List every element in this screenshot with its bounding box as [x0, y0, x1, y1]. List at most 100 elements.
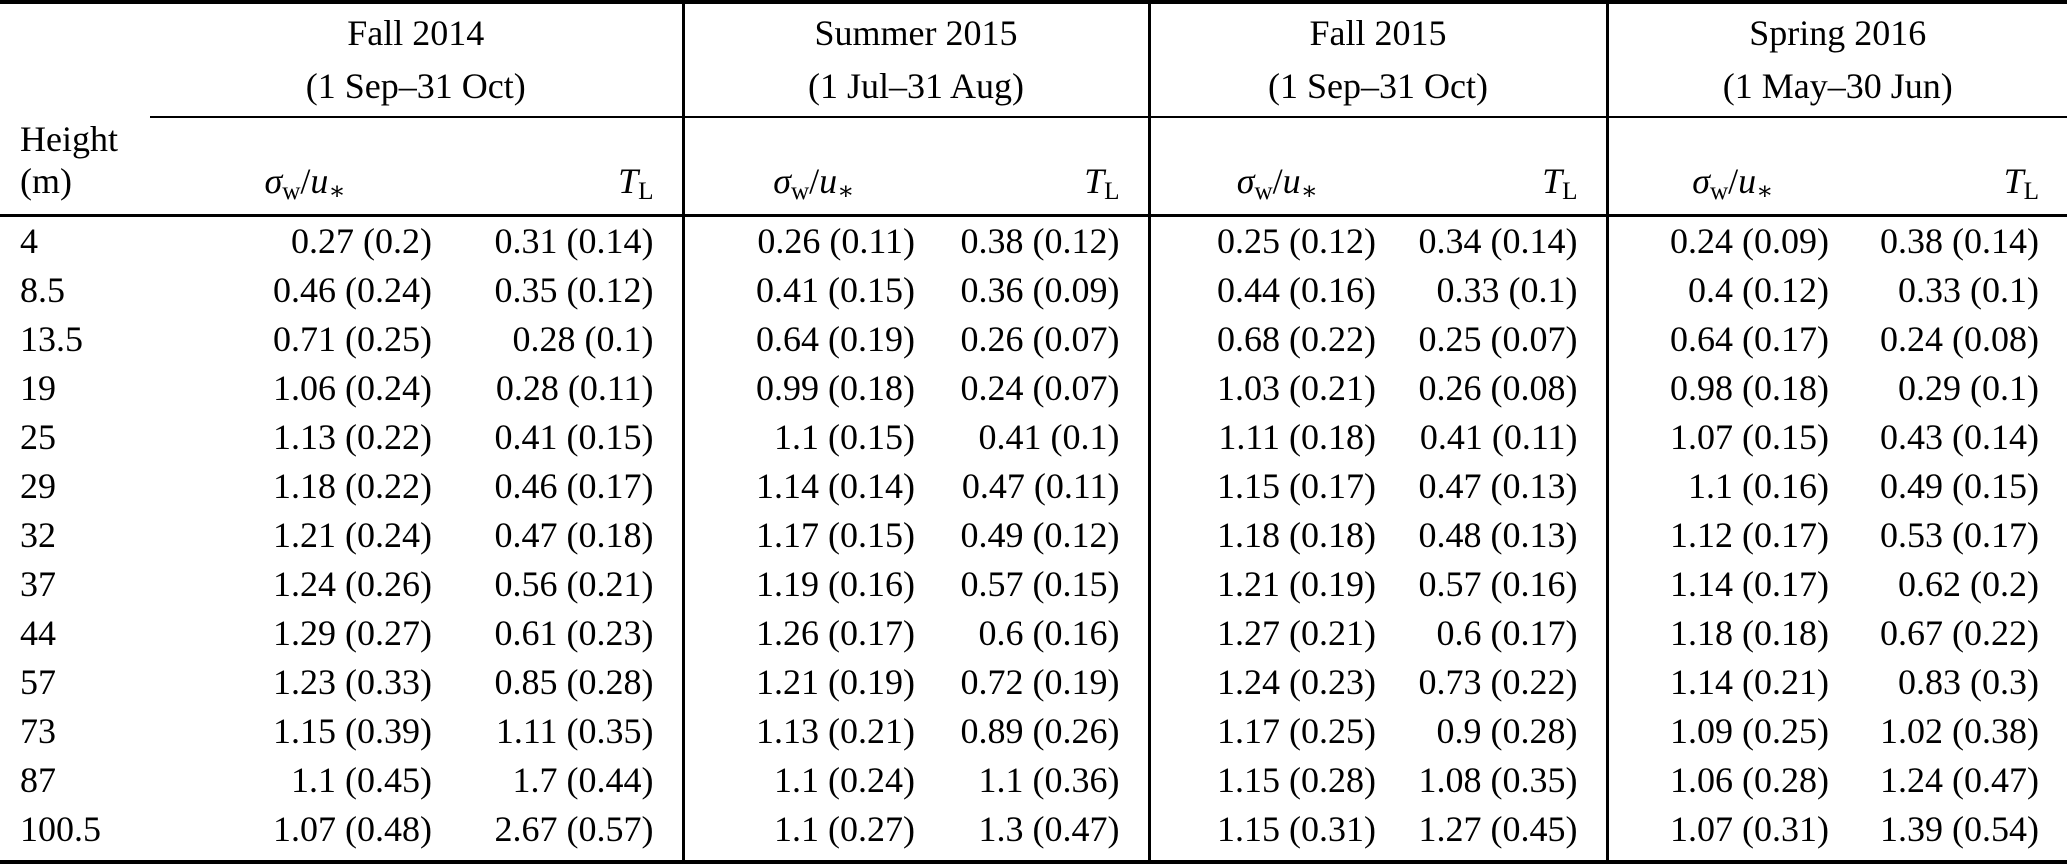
- sigma-symbol: σ: [773, 161, 791, 201]
- lagrangian-timescale-column-header: TL: [943, 117, 1149, 216]
- sigma-w-over-u-star-value-cell: 1.27 (0.21): [1149, 609, 1404, 658]
- sigma-w-over-u-star-value-cell: 0.64 (0.19): [683, 315, 943, 364]
- season-header-spring-2016: Spring 2016 (1 May–30 Jun): [1607, 2, 2067, 117]
- season-period-label: (1 Sep–31 Oct): [1151, 60, 1606, 113]
- lagrangian-timescale-value-cell: 0.41 (0.11): [1404, 413, 1607, 462]
- lagrangian-timescale-value-cell: 0.48 (0.13): [1404, 511, 1607, 560]
- lagrangian-timescale-value-cell: 0.41 (0.1): [943, 413, 1149, 462]
- lagrangian-timescale-value-cell: 0.33 (0.1): [1404, 266, 1607, 315]
- height-cell: 13.5: [0, 315, 150, 364]
- corner-spacer-cell: [0, 2, 150, 117]
- lagrangian-timescale-value-cell: 0.49 (0.15): [1857, 462, 2067, 511]
- sigma-w-over-u-star-value-cell: 1.07 (0.48): [150, 805, 460, 862]
- sigma-w-over-u-star-value-cell: 1.1 (0.15): [683, 413, 943, 462]
- sigma-w-over-u-star-value-cell: 0.71 (0.25): [150, 315, 460, 364]
- sigma-w-over-u-star-value-cell: 1.17 (0.25): [1149, 707, 1404, 756]
- season-period-label: (1 Sep–31 Oct): [150, 60, 682, 113]
- sigma-w-over-u-star-column-header: σw/u∗: [683, 117, 943, 216]
- slash-symbol: /: [300, 161, 310, 201]
- height-column-header: Height (m): [0, 117, 150, 216]
- height-cell: 87: [0, 756, 150, 805]
- sigma-w-over-u-star-value-cell: 1.14 (0.21): [1607, 658, 1857, 707]
- lagrangian-timescale-value-cell: 0.24 (0.07): [943, 364, 1149, 413]
- lagrangian-timescale-column-header: TL: [1404, 117, 1607, 216]
- sigma-w-over-u-star-value-cell: 1.06 (0.28): [1607, 756, 1857, 805]
- sigma-w-over-u-star-value-cell: 1.23 (0.33): [150, 658, 460, 707]
- height-cell: 19: [0, 364, 150, 413]
- lagrangian-timescale-column-header: TL: [460, 117, 683, 216]
- sigma-w-over-u-star-value-cell: 0.68 (0.22): [1149, 315, 1404, 364]
- sigma-w-over-u-star-column-header: σw/u∗: [1607, 117, 1857, 216]
- sigma-w-over-u-star-value-cell: 0.99 (0.18): [683, 364, 943, 413]
- lagrangian-timescale-value-cell: 1.39 (0.54): [1857, 805, 2067, 862]
- sigma-w-over-u-star-value-cell: 1.06 (0.24): [150, 364, 460, 413]
- u-symbol: u: [310, 161, 328, 201]
- sigma-subscript: w: [1254, 178, 1272, 205]
- sigma-symbol: σ: [1237, 161, 1255, 201]
- height-cell: 25: [0, 413, 150, 462]
- lagrangian-timescale-value-cell: 0.29 (0.1): [1857, 364, 2067, 413]
- sigma-w-over-u-star-value-cell: 1.18 (0.22): [150, 462, 460, 511]
- season-label: Fall 2014: [150, 7, 682, 60]
- sigma-w-over-u-star-value-cell: 1.12 (0.17): [1607, 511, 1857, 560]
- lagrangian-timescale-value-cell: 0.49 (0.12): [943, 511, 1149, 560]
- lagrangian-timescale-value-cell: 0.57 (0.15): [943, 560, 1149, 609]
- lagrangian-timescale-value-cell: 0.43 (0.14): [1857, 413, 2067, 462]
- height-cell: 4: [0, 216, 150, 267]
- lagrangian-timescale-value-cell: 0.26 (0.07): [943, 315, 1149, 364]
- sigma-w-over-u-star-value-cell: 0.64 (0.17): [1607, 315, 1857, 364]
- lagrangian-timescale-value-cell: 0.25 (0.07): [1404, 315, 1607, 364]
- sigma-w-over-u-star-value-cell: 1.1 (0.16): [1607, 462, 1857, 511]
- sigma-w-over-u-star-value-cell: 1.03 (0.21): [1149, 364, 1404, 413]
- sigma-w-over-u-star-value-cell: 1.29 (0.27): [150, 609, 460, 658]
- season-label: Summer 2015: [685, 7, 1148, 60]
- lagrangian-timescale-value-cell: 0.85 (0.28): [460, 658, 683, 707]
- lagrangian-timescale-value-cell: 0.28 (0.11): [460, 364, 683, 413]
- sigma-w-over-u-star-value-cell: 1.21 (0.19): [683, 658, 943, 707]
- sigma-symbol: σ: [1692, 161, 1710, 201]
- lagrangian-timescale-value-cell: 0.62 (0.2): [1857, 560, 2067, 609]
- sigma-subscript: w: [282, 178, 300, 205]
- lagrangian-timescale-value-cell: 0.24 (0.08): [1857, 315, 2067, 364]
- sigma-w-over-u-star-value-cell: 1.15 (0.39): [150, 707, 460, 756]
- lagrangian-timescale-value-cell: 0.6 (0.16): [943, 609, 1149, 658]
- sigma-w-over-u-star-value-cell: 0.41 (0.15): [683, 266, 943, 315]
- t-symbol: T: [1084, 161, 1104, 201]
- u-star-subscript: ∗: [837, 178, 854, 205]
- height-cell: 44: [0, 609, 150, 658]
- lagrangian-timescale-value-cell: 0.34 (0.14): [1404, 216, 1607, 267]
- sigma-w-over-u-star-value-cell: 1.13 (0.21): [683, 707, 943, 756]
- u-star-subscript: ∗: [1756, 178, 1773, 205]
- height-cell: 32: [0, 511, 150, 560]
- lagrangian-timescale-value-cell: 0.28 (0.1): [460, 315, 683, 364]
- lagrangian-timescale-value-cell: 1.27 (0.45): [1404, 805, 1607, 862]
- u-symbol: u: [1283, 161, 1301, 201]
- sigma-w-over-u-star-value-cell: 1.14 (0.14): [683, 462, 943, 511]
- lagrangian-timescale-value-cell: 0.6 (0.17): [1404, 609, 1607, 658]
- lagrangian-timescale-value-cell: 1.24 (0.47): [1857, 756, 2067, 805]
- season-label: Fall 2015: [1151, 7, 1606, 60]
- sigma-w-over-u-star-value-cell: 0.24 (0.09): [1607, 216, 1857, 267]
- sigma-w-over-u-star-value-cell: 0.98 (0.18): [1607, 364, 1857, 413]
- season-label: Spring 2016: [1609, 7, 2067, 60]
- sigma-w-over-u-star-value-cell: 0.27 (0.2): [150, 216, 460, 267]
- column-header-row: Height (m) σw/u∗ TL σw/u∗ TL σw/u∗ TL σw…: [0, 117, 2067, 216]
- t-symbol: T: [618, 161, 638, 201]
- lagrangian-timescale-value-cell: 0.47 (0.13): [1404, 462, 1607, 511]
- lagrangian-timescale-value-cell: 0.31 (0.14): [460, 216, 683, 267]
- sigma-w-over-u-star-value-cell: 1.11 (0.18): [1149, 413, 1404, 462]
- season-period-label: (1 Jul–31 Aug): [685, 60, 1148, 113]
- lagrangian-timescale-value-cell: 0.38 (0.12): [943, 216, 1149, 267]
- sigma-w-over-u-star-value-cell: 0.44 (0.16): [1149, 266, 1404, 315]
- lagrangian-timescale-value-cell: 1.02 (0.38): [1857, 707, 2067, 756]
- sigma-w-over-u-star-value-cell: 1.1 (0.24): [683, 756, 943, 805]
